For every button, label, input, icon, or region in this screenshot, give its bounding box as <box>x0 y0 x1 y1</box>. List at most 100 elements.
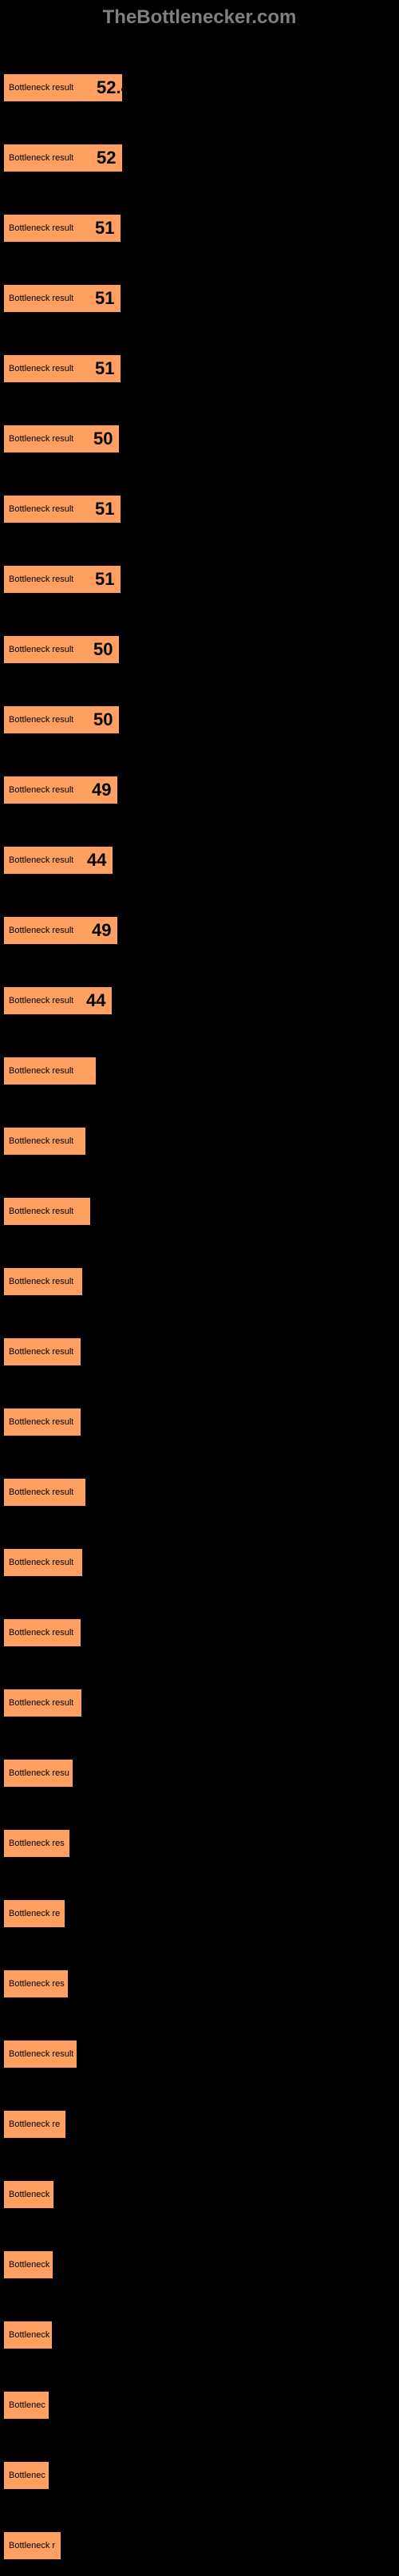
bar: Bottleneck result50 <box>3 635 120 664</box>
chart-row: Bottleneck result <box>3 1516 396 1577</box>
bar-container: Bottleneck <box>3 2180 396 2209</box>
bar-label: Bottleneck result <box>9 83 73 93</box>
bar-label: Bottleneck resu <box>9 1768 69 1778</box>
row-top-label <box>3 2096 396 2107</box>
row-top-label <box>3 1253 396 1264</box>
bar-container: Bottleneck <box>3 2250 396 2279</box>
bar: Bottleneck result49 <box>3 776 118 804</box>
row-top-label <box>3 2166 396 2177</box>
row-top-label <box>3 972 396 983</box>
bar: Bottleneck result52 <box>3 144 123 172</box>
bar: Bottleneck re <box>3 1899 65 1928</box>
bar: Bottleneck result <box>3 1689 82 1717</box>
bar-container: Bottleneck result50 <box>3 425 396 453</box>
bar-value: 50 <box>93 709 113 730</box>
bar: Bottleneck result <box>3 2040 77 2068</box>
chart-row: Bottleneck res <box>3 1797 396 1858</box>
row-top-label <box>3 1464 396 1475</box>
chart-row: Bottleneck result <box>3 1306 396 1366</box>
bar-value: 51 <box>95 288 114 309</box>
bar-container: Bottleneck result 51 <box>3 354 396 383</box>
bar: Bottleneck result <box>3 1337 81 1366</box>
bar: Bottleneck result50 <box>3 425 120 453</box>
bar: Bottleneck result52.4 <box>3 73 123 102</box>
chart-row: Bottleneck <box>3 2148 396 2209</box>
bar-value: 50 <box>93 639 113 660</box>
row-top-label <box>3 832 396 843</box>
bar-value: 52 <box>97 148 116 168</box>
row-top-label <box>3 410 396 421</box>
bar-label: Bottleneck r <box>9 2541 55 2550</box>
bar-label: Bottleneck re <box>9 2120 60 2129</box>
chart-row: Bottleneck result50 <box>3 603 396 664</box>
chart-row: Bottleneck result <box>3 1025 396 1085</box>
bar-label: Bottleneck result <box>9 996 73 1006</box>
bar-container: Bottleneck result <box>3 1548 396 1577</box>
chart-row: Bottleneck result49 <box>3 744 396 804</box>
chart-row: Bottleneck result51 <box>3 533 396 594</box>
bar-label: Bottleneck result <box>9 1066 73 1076</box>
row-top-label <box>3 551 396 562</box>
bar-container: Bottleneck result51 <box>3 214 396 243</box>
bar-label: Bottlenec <box>9 2400 45 2410</box>
row-top-label <box>3 1534 396 1545</box>
chart-row: Bottleneck result51 <box>3 252 396 313</box>
row-top-label <box>3 1042 396 1053</box>
row-top-label <box>3 691 396 702</box>
bar-value: 50 <box>93 429 113 449</box>
row-top-label <box>3 1393 396 1405</box>
bar: Bottleneck result 51 <box>3 354 121 383</box>
bar-container: Bottleneck result <box>3 1267 396 1296</box>
chart-row: Bottleneck <box>3 2289 396 2349</box>
bar-label: Bottleneck result <box>9 1698 73 1708</box>
row-top-label <box>3 129 396 140</box>
bar-container: Bottleneck res <box>3 1970 396 1998</box>
row-top-label <box>3 2447 396 2458</box>
chart-row: Bottleneck result <box>3 1376 396 1436</box>
bar: Bottleneck result51 <box>3 495 121 523</box>
row-top-label <box>3 1112 396 1124</box>
chart-row: Bottleneck result49 <box>3 884 396 945</box>
chart-row: Bottleneck re <box>3 2078 396 2139</box>
bar-label: Bottleneck <box>9 2190 49 2199</box>
chart-row: Bottleneck result51 <box>3 182 396 243</box>
bar-container: Bottleneck result52 <box>3 144 396 172</box>
bar-label: Bottleneck result <box>9 364 73 373</box>
bar-value: 51 <box>95 358 114 379</box>
bar-container: Bottleneck result 44 <box>3 986 396 1015</box>
bar: Bottleneck result 44 <box>3 986 113 1015</box>
bar-label: Bottleneck result <box>9 575 73 584</box>
chart-row: Bottleneck result50 <box>3 393 396 453</box>
bar-value: 49 <box>92 780 111 800</box>
bar-label: Bottleneck result <box>9 855 73 865</box>
row-top-label <box>3 1323 396 1334</box>
bar-label: Bottleneck <box>9 2260 49 2270</box>
row-top-label <box>3 1815 396 1826</box>
bar: Bottleneck result <box>3 1197 91 1226</box>
row-top-label <box>3 59 396 70</box>
bar-label: Bottleneck result <box>9 926 73 935</box>
bar-value: 44 <box>86 990 105 1011</box>
bar: Bottleneck result <box>3 1478 86 1507</box>
bar: Bottleneck result <box>3 1548 83 1577</box>
bar-label: Bottleneck res <box>9 1979 65 1989</box>
bar-container: Bottleneck r <box>3 2531 396 2560</box>
bar: Bottleneck result <box>3 1267 83 1296</box>
bar: Bottleneck result <box>3 1408 81 1436</box>
bar: Bottleneck result44 <box>3 846 113 875</box>
bar-label: Bottleneck result <box>9 1347 73 1357</box>
bar-label: Bottleneck result <box>9 1488 73 1497</box>
chart-row: Bottleneck re <box>3 1867 396 1928</box>
bar-label: Bottleneck result <box>9 715 73 725</box>
row-top-label <box>3 2306 396 2317</box>
bar-value: 52.4 <box>97 77 131 98</box>
row-top-label <box>3 2376 396 2388</box>
bar-label: Bottleneck result <box>9 1558 73 1567</box>
bar-container: Bottleneck resu <box>3 1759 396 1788</box>
chart-row: Bottleneck resu <box>3 1727 396 1788</box>
row-top-label <box>3 2236 396 2247</box>
row-top-label <box>3 902 396 913</box>
bar: Bottleneck <box>3 2250 53 2279</box>
bar-container: Bottleneck result <box>3 1057 396 1085</box>
chart-row: Bottlenec <box>3 2429 396 2490</box>
